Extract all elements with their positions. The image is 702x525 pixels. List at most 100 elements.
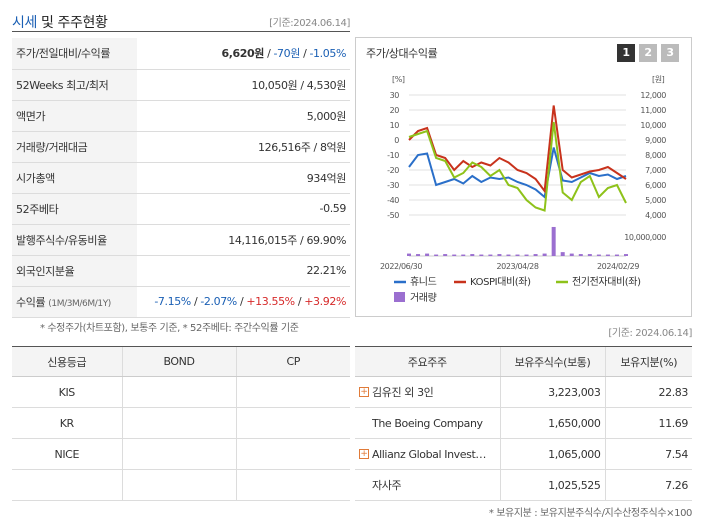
volume-bar (434, 254, 439, 256)
chart-tab-3[interactable]: 3 (661, 44, 679, 62)
y-right-tick-label: 4,000 (645, 211, 666, 220)
credit-cell (12, 469, 122, 501)
holder-shares: 3,223,003 (499, 376, 605, 408)
y-right-tick-label: 6,000 (645, 181, 666, 190)
x-tick-label: 2023/04/28 (496, 262, 538, 271)
x-tick-label: 2024/02/29 (597, 262, 639, 271)
chart-svg: [%] [원] 30 20 10 0 -10 -20 -30 -40 -50 12,000 11,000… (380, 75, 667, 304)
chart-tab-1[interactable]: 1 (617, 44, 635, 62)
series-line (408, 105, 627, 194)
expand-plus-icon[interactable]: + (359, 449, 369, 460)
volume-bar (497, 254, 502, 256)
holder-name: + 김유진 외 3인 (355, 376, 500, 408)
price-label: 주가/전일대비/수익률 (12, 38, 137, 70)
legend-swatch (394, 292, 405, 302)
y-right-unit: [원] (652, 75, 665, 84)
y-left-tick-label: -10 (387, 151, 399, 160)
volume-bar (596, 254, 601, 256)
return-value: -7.15% / -2.07% / +13.55% / +3.92% (137, 286, 350, 318)
volume-tick-label: 10,000,000 (624, 233, 666, 242)
table-row: NICE (12, 438, 350, 470)
volume-bar (542, 253, 547, 256)
volume-bar (587, 254, 592, 256)
base-date: [기준:2024.06.14] (269, 18, 350, 29)
credit-cell (121, 469, 236, 501)
w52-value: 10,050원 / 4,530원 (137, 69, 350, 101)
credit-header: 신용등급 (12, 346, 122, 377)
y-left-tick-label: 30 (390, 91, 400, 100)
credit-header: CP (235, 346, 350, 377)
x-tick-label: 2022/06/30 (380, 262, 422, 271)
shares-value: 14,116,015주 / 69.90% (137, 224, 350, 256)
price: 6,620원 (221, 47, 264, 61)
beta-value: -0.59 (137, 193, 350, 225)
volume-bar (624, 254, 628, 256)
chart-tab-2[interactable]: 2 (639, 44, 657, 62)
credit-cell (121, 376, 236, 408)
holder-pct: 11.69 (604, 407, 692, 439)
return-1y: +3.92% (304, 295, 346, 308)
volume-bar (443, 254, 448, 256)
shareholders-table: 주요주주 보유주식수(보통) 보유지분(%) + 김유진 외 3인 3,223,0… (355, 346, 692, 501)
info-row-volume: 거래량/거래대금 126,516주 / 8억원 (12, 131, 350, 163)
return-3m: -2.07% (200, 295, 237, 308)
holders-header: 주요주주 (355, 346, 500, 377)
credit-cell (235, 407, 350, 439)
info-row-52w: 52Weeks 최고/최저 10,050원 / 4,530원 (12, 69, 350, 101)
legend-label: 전기전자대비(좌) (572, 276, 641, 288)
credit-cell: NICE (12, 438, 122, 470)
volume-bar (407, 253, 411, 256)
volume-bar (533, 254, 538, 256)
y-right-tick-label: 12,000 (640, 91, 666, 100)
volume-bar (578, 254, 583, 256)
holders-header: 보유주식수(보통) (499, 346, 605, 377)
price-change: -70원 (273, 47, 300, 61)
title-rest: 및 주주현황 (36, 15, 108, 31)
info-row-foreign: 외국인지분율 22.21% (12, 255, 350, 287)
volume-bar (551, 226, 556, 256)
mcap-label: 시가총액 (12, 162, 137, 194)
return-1m: -7.15% (154, 295, 191, 308)
legend-label: KOSPI대비(좌) (470, 276, 531, 288)
credit-table: 신용등급 BOND CP KIS KR NICE (12, 346, 350, 501)
y-left-tick-label: -30 (387, 181, 399, 190)
expand-plus-icon[interactable]: + (359, 387, 369, 397)
table-row: + Allianz Global Investor… 1,065,000 7.54 (355, 438, 692, 470)
volume-bar (515, 254, 520, 256)
info-row-price: 주가/전일대비/수익률 6,620원 / -70원 / -1.05% (12, 38, 350, 70)
table-row (12, 469, 350, 501)
holder-pct: 22.83 (604, 376, 692, 408)
y-right-tick-label: 9,000 (645, 136, 666, 145)
y-right-tick-label: 5,000 (645, 196, 666, 205)
y-right-tick-label: 10,000 (640, 121, 666, 130)
y-right-tick-label: 8,000 (645, 151, 666, 160)
credit-cell (121, 407, 236, 439)
volume-label: 거래량/거래대금 (12, 131, 137, 163)
shares-label: 발행주식수/유동비율 (12, 224, 137, 256)
holder-pct: 7.26 (604, 469, 692, 501)
volume-bar (452, 254, 457, 256)
y-right-tick-label: 7,000 (645, 166, 666, 175)
holder-name: 자사주 (355, 469, 500, 501)
volume-value: 126,516주 / 8억원 (137, 131, 350, 163)
y-left-tick-label: 0 (394, 136, 399, 145)
foreign-value: 22.21% (137, 255, 350, 287)
footnote-holders: * 보유지분 : 보유지분주식수/지수산정주식수×100 (488, 508, 693, 519)
legend-label: 휴니드 (410, 276, 437, 288)
holder-shares: 1,065,000 (499, 438, 605, 470)
legend-label: 거래량 (410, 292, 437, 304)
series-line (408, 147, 627, 199)
info-row-mcap: 시가총액 934억원 (12, 162, 350, 194)
base-date-2: [기준: 2024.06.14] (608, 328, 692, 339)
w52-label: 52Weeks 최고/최저 (12, 69, 137, 101)
price-value: 6,620원 / -70원 / -1.05% (137, 38, 350, 70)
info-row-shares: 발행주식수/유동비율 14,116,015주 / 69.90% (12, 224, 350, 256)
y-left-tick-label: 10 (390, 121, 400, 130)
volume-bar (479, 254, 484, 256)
section-header: 시세 및 주주현황 [기준:2024.06.14] (12, 10, 350, 32)
chart-title: 주가/상대수익률 (366, 47, 438, 60)
table-row: The Boeing Company 1,650,000 11.69 (355, 407, 692, 439)
volume-bar (461, 254, 466, 256)
credit-cell (235, 376, 350, 408)
table-row: KIS (12, 376, 350, 408)
